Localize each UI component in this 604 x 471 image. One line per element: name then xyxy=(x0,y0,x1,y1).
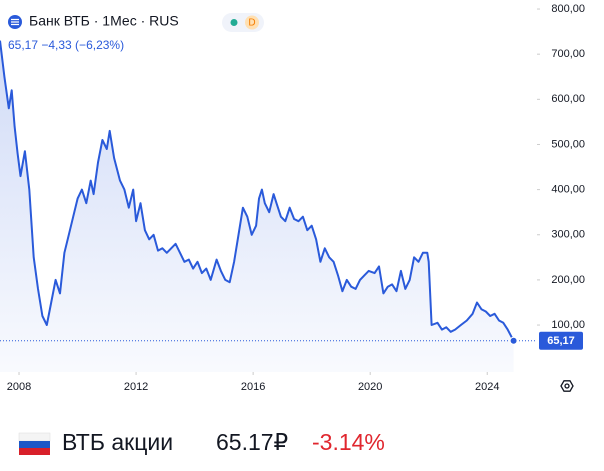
footer-change: -3.14% xyxy=(312,429,385,455)
last-value-box xyxy=(539,331,583,350)
area-fill xyxy=(0,40,514,372)
price-line xyxy=(0,40,515,342)
x-tick-label: 2020 xyxy=(358,381,382,393)
y-tick-label: 500,00 xyxy=(551,138,585,150)
y-tick-label: 300,00 xyxy=(551,229,585,241)
settings-icon-center xyxy=(564,383,570,389)
y-tick-label: 100,00 xyxy=(551,319,585,331)
x-tick-label: 2024 xyxy=(475,381,499,393)
flag-blue xyxy=(19,441,50,448)
subtitle: 65,17 −4,33 (−6,23%) xyxy=(8,38,124,52)
settings-icon xyxy=(560,380,574,392)
y-tick-label: 200,00 xyxy=(551,274,585,286)
y-tick-label: 600,00 xyxy=(551,93,585,105)
footer-price: 65.17₽ xyxy=(216,429,288,455)
footer-name: ВТБ акции xyxy=(62,429,173,455)
chart-title: Банк ВТБ · 1Мес · RUS xyxy=(29,13,179,29)
y-tick-label: 800,00 xyxy=(551,3,585,15)
symbol-icon-lines xyxy=(11,18,19,26)
flag-white xyxy=(18,432,51,442)
y-tick-label: 700,00 xyxy=(551,48,585,60)
x-tick-label: 2008 xyxy=(7,381,31,393)
y-tick-label: 400,00 xyxy=(551,184,585,196)
last-point xyxy=(509,336,518,345)
status-dot xyxy=(230,19,238,26)
badge-bg xyxy=(245,15,259,30)
x-tick-label: 2016 xyxy=(241,381,265,393)
last-value-label: 65,17 xyxy=(547,335,575,347)
badge: D xyxy=(248,18,255,29)
x-tick-label: 2012 xyxy=(124,381,148,393)
flag-red xyxy=(19,448,50,455)
settings-button[interactable] xyxy=(560,380,574,392)
flag xyxy=(18,432,51,455)
